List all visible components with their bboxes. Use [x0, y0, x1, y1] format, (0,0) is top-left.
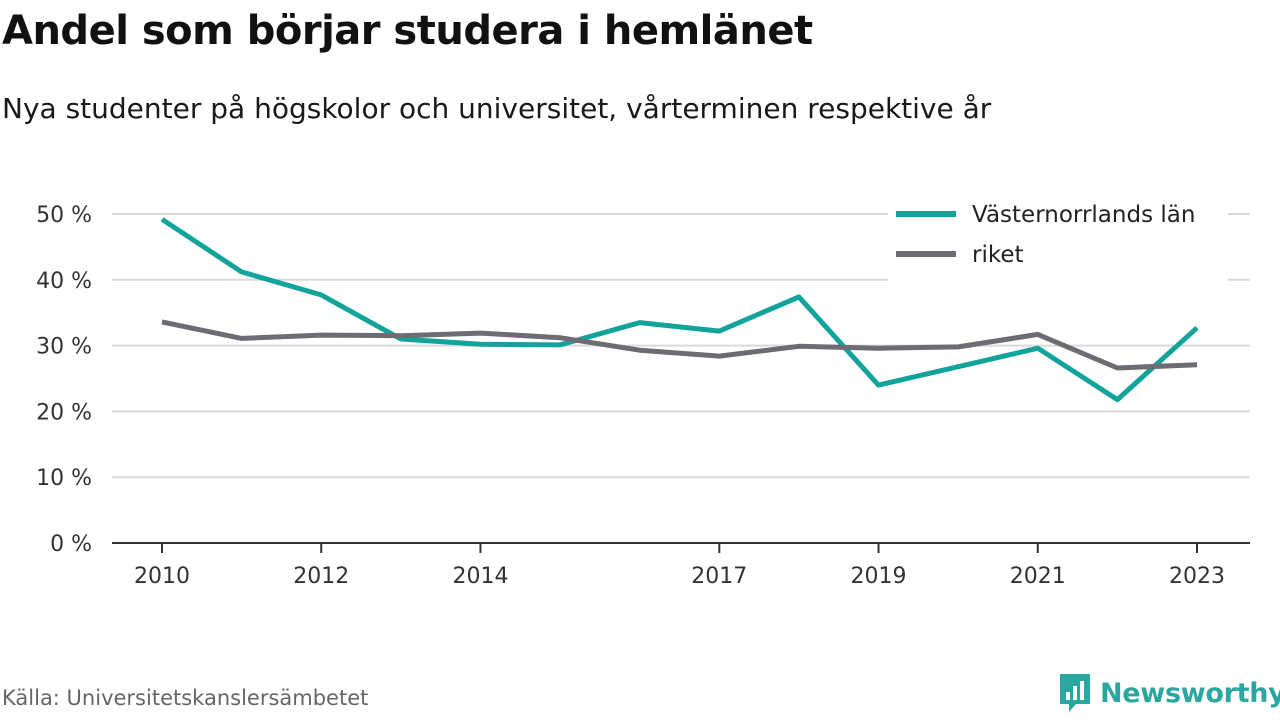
- x-tick-label: 2019: [851, 564, 907, 589]
- source-note: Källa: Universitetskanslersämbetet: [2, 686, 369, 710]
- x-tick-label: 2023: [1169, 564, 1225, 589]
- x-tick-label: 2012: [293, 564, 349, 589]
- chart-title: Andel som börjar studera i hemlänet: [2, 8, 813, 54]
- y-tick-label: 10 %: [36, 466, 92, 491]
- x-tick-label: 2014: [452, 564, 508, 589]
- legend: Västernorrlands län riket: [888, 196, 1228, 282]
- y-tick-label: 40 %: [36, 269, 92, 294]
- y-tick-label: 30 %: [36, 335, 92, 360]
- legend-label: riket: [972, 242, 1024, 268]
- y-tick-label: 20 %: [36, 400, 92, 425]
- x-tick-label: 2010: [134, 564, 190, 589]
- legend-box: [888, 196, 1228, 282]
- brand-name: Newsworthy: [1100, 677, 1280, 709]
- x-tick-label: 2021: [1010, 564, 1066, 589]
- legend-label: Västernorrlands län: [972, 202, 1195, 228]
- y-tick-label: 50 %: [36, 203, 92, 228]
- newsworthy-logo: Newsworthy: [1058, 672, 1280, 714]
- bar-chart-bubble-icon: [1060, 674, 1090, 712]
- axes: 0 % 10 % 20 % 30 % 40 % 50 % 2010 2012 2014 2017 2…: [36, 203, 1250, 589]
- chart-subtitle: Nya studenter på högskolor och universit…: [2, 92, 992, 125]
- y-tick-label: 0 %: [50, 532, 92, 557]
- x-tick-label: 2017: [691, 564, 747, 589]
- series-line-vasternorrland: [160, 217, 1199, 403]
- series-lines: [160, 217, 1199, 403]
- series-line-riket: [161, 319, 1198, 371]
